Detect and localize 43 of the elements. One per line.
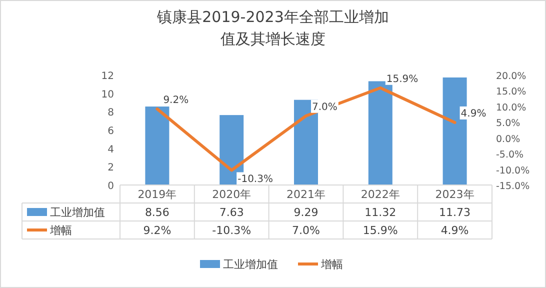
- y-tick-label: 10: [101, 89, 114, 100]
- text: 15.9%: [386, 74, 418, 85]
- y2-tick-label: -5.0%: [496, 150, 524, 161]
- x-tick-label: 2023年: [435, 188, 474, 201]
- data-label: 8.56: [144, 206, 170, 219]
- chart-title: 镇康县2019-2023年全部工业增加值及其增长速度: [156, 8, 389, 48]
- data-label: 9.2%: [143, 224, 172, 237]
- data-label: 11.73: [439, 206, 471, 219]
- data-label: 4.9%: [440, 224, 469, 237]
- x-tick-label: 2021年: [286, 188, 326, 201]
- y2-tick-label: -15.0%: [496, 181, 530, 192]
- y-tick-label: 12: [101, 71, 114, 82]
- y-tick-label: 6: [108, 126, 114, 137]
- data-label: 15.9%: [362, 224, 398, 237]
- y-tick-label: 0: [108, 181, 114, 192]
- legend-label: 工业增加值: [50, 206, 105, 219]
- text: -10.3%: [238, 174, 273, 186]
- y2-tick-label: 20.0%: [496, 71, 526, 82]
- legend-label: 增幅: [320, 258, 343, 271]
- x-tick-label: 2022年: [360, 188, 400, 201]
- y-tick-label: 2: [108, 162, 114, 174]
- line-series: [156, 86, 456, 172]
- y2-tick-label: 10.0%: [496, 102, 526, 114]
- y-tick-label: 8: [108, 108, 114, 119]
- data-label: 7.0%: [292, 224, 320, 237]
- data-label: 7.63: [219, 206, 244, 219]
- text: 7.0%: [312, 102, 338, 113]
- y2-tick-label: 0.0%: [496, 134, 520, 145]
- text: 增幅: [50, 224, 72, 237]
- text: 4.9%: [460, 108, 486, 120]
- data-label: 9.29: [294, 206, 318, 219]
- y2-tick-label: -10.0%: [496, 165, 530, 176]
- y-tick-label: 4: [108, 144, 114, 156]
- x-tick-label: 2020年: [212, 188, 252, 201]
- data-label: -10.3%: [212, 224, 252, 237]
- data-label: 11.32: [364, 206, 396, 219]
- x-tick-label: 2019年: [138, 188, 177, 201]
- text: 9.2%: [163, 94, 189, 106]
- y2-tick-label: 5.0%: [496, 118, 520, 130]
- y2-tick-label: 15.0%: [496, 86, 526, 98]
- text: 工业增加值: [223, 258, 278, 271]
- bar: [368, 81, 392, 185]
- bar: [145, 106, 170, 185]
